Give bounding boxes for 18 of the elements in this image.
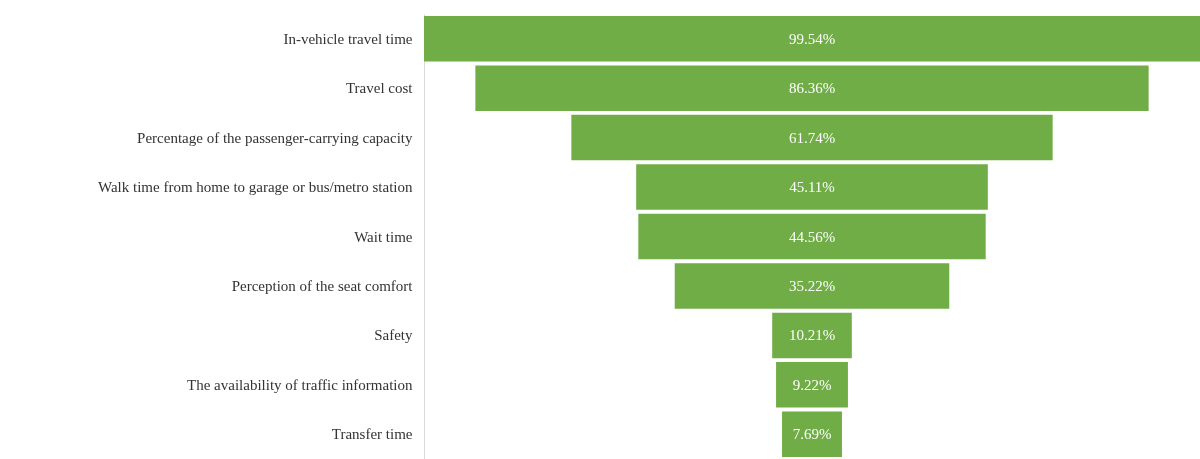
category-label: Perception of the seat comfort — [231, 277, 414, 294]
category-label: The availability of traffic information — [187, 376, 413, 393]
data-label: 45.11% — [789, 179, 835, 196]
data-label: 9.22% — [792, 376, 832, 393]
category-label: Wait time — [354, 228, 413, 245]
category-label: Percentage of the passenger-carrying capacity — [137, 129, 413, 146]
data-label: 99.54% — [788, 30, 836, 47]
category-label: Travel cost — [345, 80, 414, 97]
data-label: 86.36% — [788, 80, 836, 97]
data-label: 10.21% — [788, 327, 836, 344]
data-label: 35.22% — [788, 277, 836, 294]
category-label: Safety — [374, 327, 413, 344]
data-label: 44.56% — [788, 228, 836, 245]
data-label: 7.69% — [792, 426, 832, 443]
category-label: Transfer time — [331, 426, 413, 443]
category-label: Walk time from home to garage or bus/metro station — [97, 179, 413, 196]
data-label: 61.74% — [788, 129, 836, 146]
category-label: In-vehicle travel time — [283, 30, 413, 47]
